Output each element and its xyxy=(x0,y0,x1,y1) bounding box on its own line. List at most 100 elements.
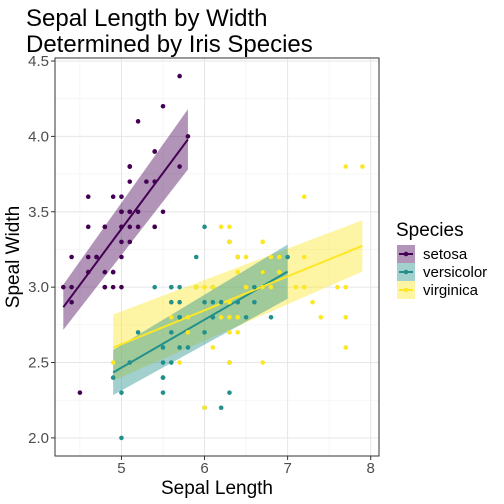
point-versicolor xyxy=(227,390,232,395)
point-virginica xyxy=(235,315,240,320)
point-setosa xyxy=(177,164,182,169)
y-tick-label: 2.0 xyxy=(28,430,49,447)
point-virginica xyxy=(227,240,232,245)
point-setosa xyxy=(127,225,132,230)
point-setosa xyxy=(127,179,132,184)
y-tick-label: 3.5 xyxy=(28,204,49,221)
point-setosa xyxy=(144,179,149,184)
point-versicolor xyxy=(169,360,174,365)
point-setosa xyxy=(111,270,116,275)
point-setosa xyxy=(86,270,91,275)
y-tick-label: 4.0 xyxy=(28,128,49,145)
y-axis-ticks: 2.0 2.5 3.0 3.5 4.0 4.5 xyxy=(28,53,55,447)
legend-key-virginica xyxy=(397,281,415,299)
plot-panel xyxy=(55,58,379,456)
point-versicolor xyxy=(161,345,166,350)
point-setosa xyxy=(161,104,166,109)
point-versicolor xyxy=(219,405,224,410)
point-versicolor xyxy=(235,300,240,305)
point-versicolor xyxy=(169,330,174,335)
point-versicolor xyxy=(136,330,141,335)
point-setosa xyxy=(111,194,116,199)
point-versicolor xyxy=(252,285,257,290)
chart-title-line-2: Determined by Iris Species xyxy=(26,31,313,58)
point-virginica xyxy=(227,360,232,365)
point-virginica xyxy=(343,315,348,320)
point-versicolor xyxy=(169,285,174,290)
point-virginica xyxy=(235,270,240,275)
chart-title-line-1: Sepal Length by Width xyxy=(26,5,268,32)
point-setosa xyxy=(127,209,132,214)
x-tick-label: 6 xyxy=(200,460,208,477)
point-virginica xyxy=(277,255,282,260)
point-virginica xyxy=(277,270,282,275)
point-virginica xyxy=(343,285,348,290)
point-versicolor xyxy=(161,375,166,380)
legend-label-setosa: setosa xyxy=(423,246,468,263)
point-versicolor xyxy=(211,315,216,320)
legend-key-setosa xyxy=(397,245,415,263)
point-virginica xyxy=(186,330,191,335)
point-virginica xyxy=(302,255,307,260)
y-tick-label: 2.5 xyxy=(28,355,49,372)
point-virginica xyxy=(111,360,116,365)
point-versicolor xyxy=(169,300,174,305)
point-versicolor xyxy=(111,375,116,380)
y-tick-label: 4.5 xyxy=(28,53,49,70)
point-virginica xyxy=(227,315,232,320)
point-virginica xyxy=(260,270,265,275)
point-versicolor xyxy=(219,300,224,305)
x-tick-label: 7 xyxy=(283,460,291,477)
point-virginica xyxy=(269,285,274,290)
point-versicolor xyxy=(186,345,191,350)
point-virginica xyxy=(219,225,224,230)
point-virginica xyxy=(235,255,240,260)
point-setosa xyxy=(69,300,74,305)
point-virginica xyxy=(169,315,174,320)
legend-label-versicolor: versicolor xyxy=(423,264,487,281)
point-virginica xyxy=(319,315,324,320)
point-setosa xyxy=(136,209,141,214)
point-versicolor xyxy=(177,345,182,350)
point-setosa xyxy=(86,194,91,199)
legend-key-point xyxy=(404,288,409,293)
point-virginica xyxy=(202,285,207,290)
point-versicolor xyxy=(202,225,207,230)
point-setosa xyxy=(119,194,124,199)
point-setosa xyxy=(152,179,157,184)
point-virginica xyxy=(335,285,340,290)
legend-key-versicolor xyxy=(397,263,415,281)
point-versicolor xyxy=(202,330,207,335)
point-setosa xyxy=(86,255,91,260)
point-setosa xyxy=(119,240,124,245)
point-virginica xyxy=(269,255,274,260)
point-versicolor xyxy=(202,300,207,305)
x-axis-ticks: 5 6 7 8 xyxy=(117,456,375,477)
point-virginica xyxy=(302,194,307,199)
point-setosa xyxy=(119,225,124,230)
point-setosa xyxy=(111,285,116,290)
point-virginica xyxy=(211,345,216,350)
point-virginica xyxy=(177,360,182,365)
point-setosa xyxy=(161,209,166,214)
point-virginica xyxy=(227,330,232,335)
point-setosa xyxy=(152,149,157,154)
point-virginica xyxy=(244,255,249,260)
point-setosa xyxy=(86,225,91,230)
point-virginica xyxy=(186,315,191,320)
point-versicolor xyxy=(161,360,166,365)
point-setosa xyxy=(127,240,132,245)
legend-key-point xyxy=(404,270,409,275)
point-virginica xyxy=(244,285,249,290)
legend: Species setosaversicolorvirginica xyxy=(396,220,487,299)
point-setosa xyxy=(103,285,108,290)
point-versicolor xyxy=(119,390,124,395)
point-versicolor xyxy=(127,360,132,365)
point-setosa xyxy=(136,119,141,124)
legend-label-virginica: virginica xyxy=(423,282,479,299)
point-setosa xyxy=(177,74,182,79)
point-setosa xyxy=(69,285,74,290)
point-versicolor xyxy=(152,285,157,290)
point-versicolor xyxy=(244,315,249,320)
